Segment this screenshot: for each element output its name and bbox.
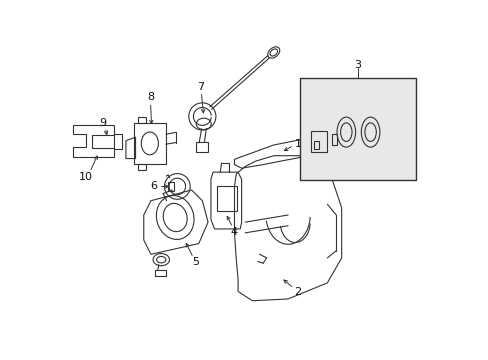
Text: 9: 9 bbox=[99, 118, 106, 128]
Text: 4: 4 bbox=[230, 227, 238, 237]
Bar bbox=[196, 142, 208, 152]
Text: 7: 7 bbox=[196, 82, 203, 92]
Bar bbox=[299, 78, 415, 180]
Text: 6: 6 bbox=[150, 181, 157, 192]
Text: 1: 1 bbox=[294, 139, 301, 149]
Bar bbox=[138, 164, 145, 170]
Bar bbox=[134, 123, 165, 164]
Bar bbox=[216, 186, 237, 211]
Bar bbox=[168, 182, 174, 191]
Bar bbox=[138, 117, 145, 123]
Bar bbox=[331, 134, 336, 145]
Bar bbox=[114, 134, 122, 149]
Text: 2: 2 bbox=[294, 287, 301, 297]
Bar bbox=[313, 141, 318, 149]
Bar bbox=[155, 270, 165, 276]
Text: 10: 10 bbox=[79, 172, 93, 182]
Text: 5: 5 bbox=[191, 257, 198, 267]
Text: 3: 3 bbox=[354, 60, 361, 69]
Text: 8: 8 bbox=[147, 92, 154, 102]
Bar bbox=[311, 131, 326, 152]
